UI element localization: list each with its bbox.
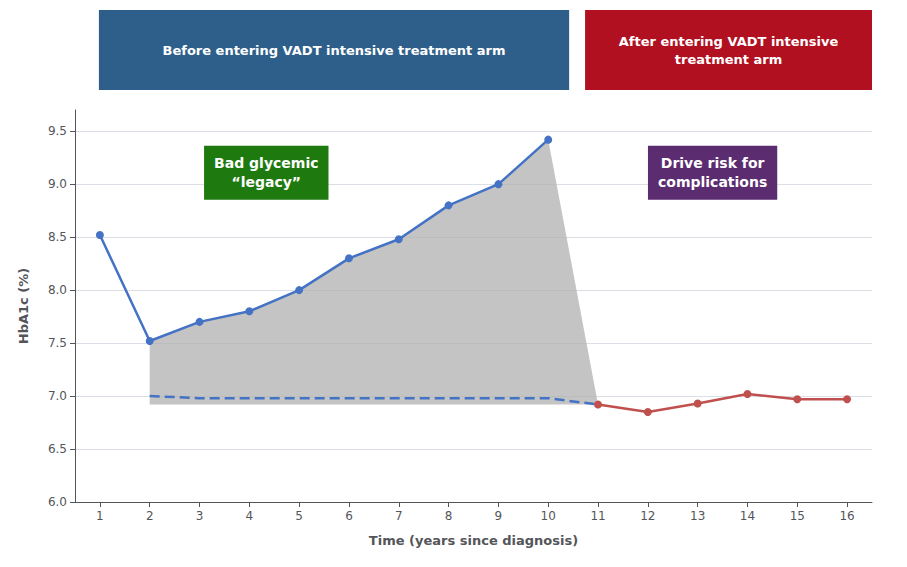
svg-text:15: 15 [790, 509, 805, 523]
svg-text:14: 14 [740, 509, 755, 523]
svg-text:10: 10 [541, 509, 556, 523]
svg-text:12: 12 [640, 509, 655, 523]
svg-text:“legacy”: “legacy” [231, 174, 301, 190]
svg-text:5: 5 [295, 509, 303, 523]
svg-text:After entering VADT intensive: After entering VADT intensive [619, 34, 839, 49]
svg-text:Before entering VADT intensive: Before entering VADT intensive treatment… [162, 43, 505, 58]
svg-text:HbA1c (%): HbA1c (%) [16, 268, 31, 344]
svg-text:4: 4 [246, 509, 254, 523]
svg-text:9: 9 [495, 509, 503, 523]
svg-text:1: 1 [96, 509, 104, 523]
svg-text:9.5: 9.5 [48, 124, 67, 138]
svg-text:complications: complications [658, 174, 767, 190]
svg-text:2: 2 [146, 509, 154, 523]
svg-text:treatment arm: treatment arm [675, 52, 783, 67]
svg-text:7.5: 7.5 [48, 336, 67, 350]
svg-text:Drive risk for: Drive risk for [661, 155, 765, 171]
svg-text:6.5: 6.5 [48, 442, 67, 456]
svg-text:9.0: 9.0 [48, 177, 67, 191]
svg-text:8.0: 8.0 [48, 283, 67, 297]
svg-text:13: 13 [690, 509, 705, 523]
svg-text:Bad glycemic: Bad glycemic [214, 155, 318, 171]
svg-text:8.5: 8.5 [48, 230, 67, 244]
svg-text:8: 8 [445, 509, 453, 523]
svg-text:7: 7 [395, 509, 403, 523]
svg-text:7.0: 7.0 [48, 389, 67, 403]
svg-text:6.0: 6.0 [48, 495, 67, 509]
svg-text:Time (years since diagnosis): Time (years since diagnosis) [369, 533, 578, 548]
svg-text:3: 3 [196, 509, 204, 523]
svg-text:16: 16 [839, 509, 854, 523]
svg-text:11: 11 [590, 509, 605, 523]
svg-text:6: 6 [345, 509, 353, 523]
